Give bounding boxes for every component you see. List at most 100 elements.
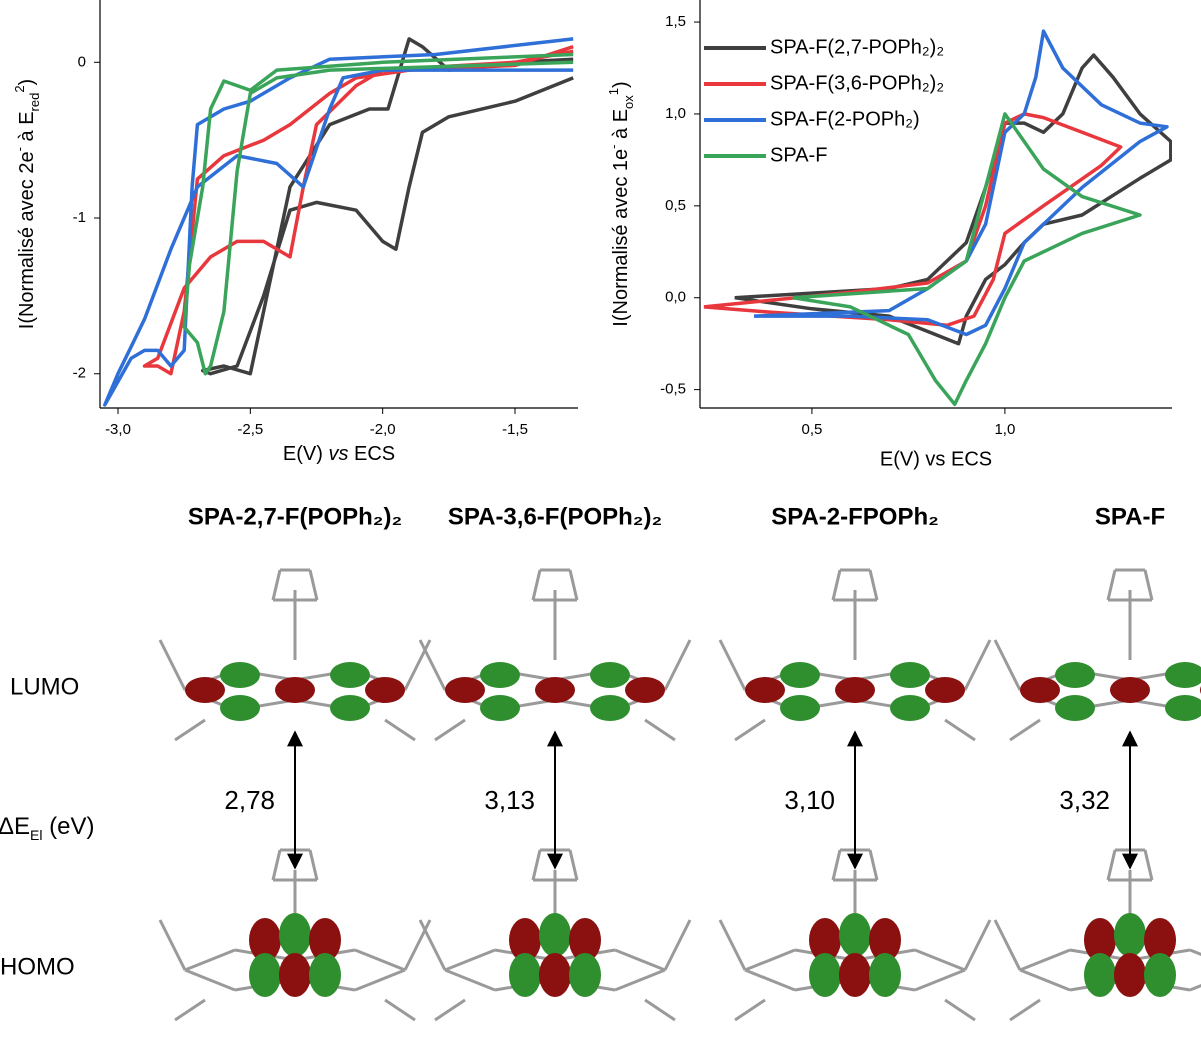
bond [174, 998, 206, 1022]
x-tick-label: -2,0 [370, 421, 396, 438]
bond [993, 639, 1022, 691]
orbital-lobe [1084, 918, 1116, 962]
y-axis-label-part: ox [621, 95, 636, 109]
homo-structure [718, 848, 992, 1022]
lumo-structure [993, 568, 1201, 742]
gap-value: 3,13 [484, 785, 535, 815]
bond [354, 968, 406, 992]
orbital-lobe [185, 677, 225, 703]
orbital-lobe [569, 953, 601, 997]
x-axis-label-part: ECS [348, 443, 395, 465]
legend-label: SPA-F(2-POPh₂) [770, 108, 920, 130]
cv-curve [182, 52, 574, 376]
bond [271, 569, 282, 601]
row-label-part: (eV) [43, 813, 95, 840]
y-axis-label-part: à E [16, 111, 38, 147]
orbital-lobe [539, 953, 571, 997]
x-tick-label: 1,0 [994, 421, 1015, 438]
bond [644, 998, 676, 1022]
orbital-lobe [279, 913, 311, 957]
bond [1009, 998, 1041, 1022]
y-axis-label-part: 2 [12, 85, 27, 92]
y-tick-label: -2 [73, 365, 86, 382]
bond [1009, 718, 1041, 742]
orbital-lobe [509, 918, 541, 962]
row-label-part: ΔE [0, 813, 30, 840]
bond [831, 569, 842, 601]
bond [308, 849, 319, 881]
bond [184, 968, 236, 992]
cv-curve [142, 45, 574, 376]
orbital-lobe [809, 918, 841, 962]
orbital-lobe [890, 695, 930, 721]
legend-label: SPA-F [770, 144, 827, 166]
bond [444, 948, 496, 972]
bond [944, 718, 976, 742]
orbital-lobe [1165, 662, 1201, 688]
gap-value: 3,10 [784, 785, 835, 815]
compound-name: SPA-3,6-F(POPh₂)₂ [448, 503, 662, 530]
y-axis-label-part: - [606, 145, 621, 149]
orbital-lobe [1055, 662, 1095, 688]
bond [1189, 948, 1201, 957]
orbital-lobe [1114, 913, 1146, 957]
orbital-lobe [1144, 918, 1176, 962]
y-axis-label: I(Normalisé avec 1e- à Eox1) [606, 81, 636, 326]
bond [963, 919, 992, 971]
y-axis-label: I(Normalisé avec 2e- à Ered2) [12, 79, 42, 329]
row-label: ΔEEl (eV) [0, 813, 95, 842]
orbital-lobe [1020, 677, 1060, 703]
bond [531, 569, 542, 601]
plot-area [103, 37, 574, 407]
bond [944, 998, 976, 1022]
homo-structure [158, 848, 432, 1022]
y-axis-label-part: red [27, 93, 42, 112]
orbital-lobe [309, 953, 341, 997]
bond [1019, 948, 1071, 972]
legend-label: SPA-F(3,6-POPh₂)₂ [770, 72, 944, 94]
orbital-lobe [480, 695, 520, 721]
orbital-lobe [590, 662, 630, 688]
orbital-lobe [365, 677, 405, 703]
orbital-lobe [569, 918, 601, 962]
bond [531, 849, 542, 881]
orbital-lobe [309, 918, 341, 962]
bond [403, 919, 432, 971]
x-axis-label: E(V) vs ECS [283, 443, 395, 465]
orbital-lobe [220, 695, 260, 721]
homo-structure [993, 848, 1201, 1022]
bond [354, 948, 406, 972]
orbital-lobe [249, 918, 281, 962]
y-axis-label-part: I(Normalisé avec 1e [610, 149, 632, 327]
orbital-lobe [330, 695, 370, 721]
bond [418, 919, 447, 971]
gap-value: 2,78 [224, 785, 275, 815]
bond [1143, 569, 1154, 601]
orbital-lobe [509, 953, 541, 997]
bond [271, 849, 282, 881]
y-axis-label-part: I(Normalisé avec 2e [16, 151, 38, 329]
cv-curve [753, 29, 1169, 337]
orbital-lobe [625, 677, 665, 703]
lumo-structure [158, 568, 432, 742]
bond [158, 639, 187, 691]
orbital-lobe [869, 918, 901, 962]
bond [568, 849, 579, 881]
lumo-structure [418, 568, 692, 742]
row-label-part: El [30, 827, 42, 843]
compound-name: SPA-F [1095, 503, 1165, 530]
bond [174, 718, 206, 742]
bond [384, 998, 416, 1022]
bond [963, 639, 992, 691]
orbital-lobe [279, 953, 311, 997]
homo-structure [418, 848, 692, 1022]
x-tick-label: 0,5 [801, 421, 822, 438]
cv-curve [792, 112, 1142, 407]
bond [444, 968, 496, 992]
orbital-lobe [780, 695, 820, 721]
bond [308, 569, 319, 601]
orbital-lobe [925, 677, 965, 703]
compound-name: SPA-2-FPOPh₂ [771, 503, 939, 530]
bond [663, 639, 692, 691]
orbital-lobe [539, 913, 571, 957]
